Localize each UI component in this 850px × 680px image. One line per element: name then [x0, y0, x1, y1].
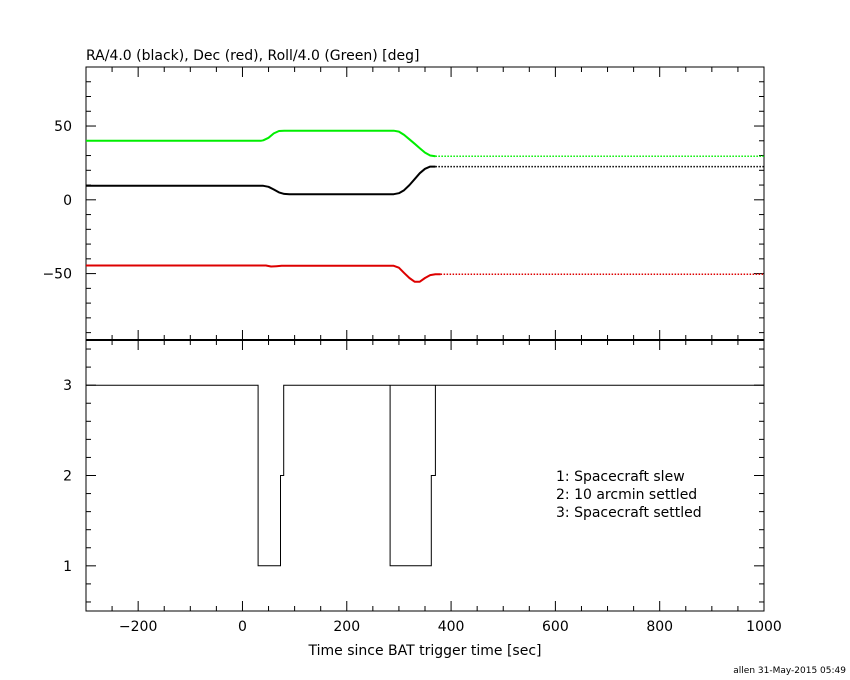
attitude-series-line — [86, 264, 441, 283]
settle-status-step-line — [86, 384, 764, 567]
settle-status-panel: −200 0 200 400 600 800 1000 1 2 3 1: Spacecraft … — [63, 339, 782, 659]
x-tick-label: 400 — [438, 619, 465, 635]
legend-entry: 1: Spacecraft slew — [556, 469, 685, 485]
footer-stamp: allen 31-May-2015 05:49 — [733, 666, 846, 676]
attitude-panel-y-ticks: −50 0 50 — [42, 66, 764, 334]
x-tick-label: 600 — [542, 619, 569, 635]
settle-status-step-line — [389, 385, 436, 567]
x-axis-label: Time since BAT trigger time [sec] — [308, 643, 542, 659]
settle-status-panel-y-ticks: 1 2 3 — [63, 348, 764, 603]
y-tick-label: 2 — [63, 469, 72, 485]
y-tick-label: 50 — [54, 119, 72, 135]
attitude-panel-x-ticks — [85, 67, 765, 340]
settle-status-series-group — [86, 384, 764, 567]
y-tick-label: 1 — [63, 559, 72, 575]
x-tick-label: 1000 — [746, 619, 782, 635]
attitude-panel-title: RA/4.0 (black), Dec (red), Roll/4.0 (Gre… — [86, 48, 419, 64]
x-tick-label: 200 — [333, 619, 360, 635]
legend-entry: 3: Spacecraft settled — [556, 505, 702, 521]
attitude-series-line — [86, 129, 436, 158]
x-tick-label: −200 — [119, 619, 157, 635]
y-tick-label: 0 — [63, 193, 72, 209]
attitude-series-group — [86, 129, 764, 283]
legend-entry: 2: 10 arcmin settled — [556, 487, 697, 503]
attitude-series-line — [86, 165, 436, 196]
attitude-panel: −50 0 50 RA/4.0 (black), Dec (red), Roll/4… — [42, 48, 765, 341]
attitude-panel-frame — [85, 66, 765, 341]
x-tick-label: 0 — [238, 619, 247, 635]
x-tick-label: 800 — [646, 619, 673, 635]
y-tick-label: −50 — [42, 267, 72, 283]
y-tick-label: 3 — [63, 378, 72, 394]
settle-status-legend: 1: Spacecraft slew 2: 10 arcmin settled 3:… — [556, 469, 702, 521]
